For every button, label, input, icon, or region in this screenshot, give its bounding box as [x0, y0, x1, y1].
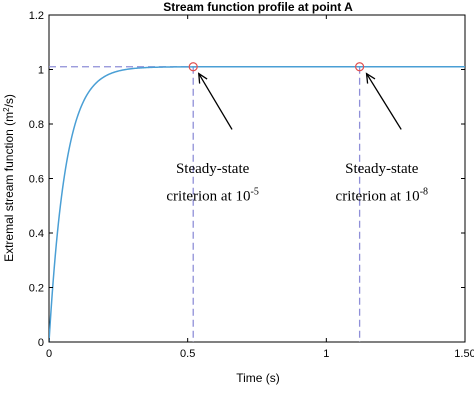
annotation-line1: Steady-state [176, 161, 250, 177]
chart-title: Stream function profile at point A [163, 0, 353, 14]
x-axis-ticks: 0 0.5 1 1.50 [46, 15, 474, 360]
y-axis-label-text: Extremal stream function (m [2, 112, 16, 262]
annotation-exponent: -8 [420, 186, 428, 197]
annotation-line2-text: criterion at 10 [166, 188, 250, 204]
y-tick-label: 0.6 [29, 174, 44, 186]
y-axis-label-suffix: /s) [2, 94, 16, 107]
y-tick-label: 1 [38, 65, 44, 77]
annotation-line2: criterion at 10-5 [166, 186, 258, 204]
x-tick-label: 1.50 [454, 348, 474, 360]
x-axis-label: Time (s) [236, 371, 280, 385]
y-tick-label: 0 [38, 337, 44, 349]
x-tick-label: 0.5 [180, 348, 195, 360]
annotation-line1: Steady-state [345, 161, 419, 177]
y-axis-ticks: 0 0.2 0.4 0.6 0.8 1 1.2 [29, 10, 465, 349]
marker-layer [188, 62, 365, 72]
annotation-arrow-shaft [198, 73, 233, 130]
annotation-line2: criterion at 10-8 [336, 186, 428, 204]
plot-area [48, 14, 466, 343]
marker-circle [188, 62, 198, 72]
annotation-arrow-shaft [365, 73, 402, 130]
y-tick-label: 0.8 [29, 119, 44, 131]
y-tick-label: 1.2 [29, 10, 44, 22]
annotation-arrow-head [365, 72, 376, 84]
series-layer [49, 66, 465, 342]
annotation-line2-text: criterion at 10 [336, 188, 420, 204]
y-tick-label: 0.2 [29, 283, 44, 295]
annotation-exponent: -5 [251, 186, 259, 197]
y-tick-label: 0.4 [29, 228, 44, 240]
y-axis-label: Extremal stream function (m2/s) [2, 94, 16, 262]
series-line [49, 66, 465, 342]
y-axis-label-superscript: 2 [2, 107, 11, 112]
marker-circle [355, 62, 365, 72]
x-tick-label: 1 [323, 348, 329, 360]
x-tick-label: 0 [46, 348, 52, 360]
annotation-arrow-head [197, 72, 208, 84]
